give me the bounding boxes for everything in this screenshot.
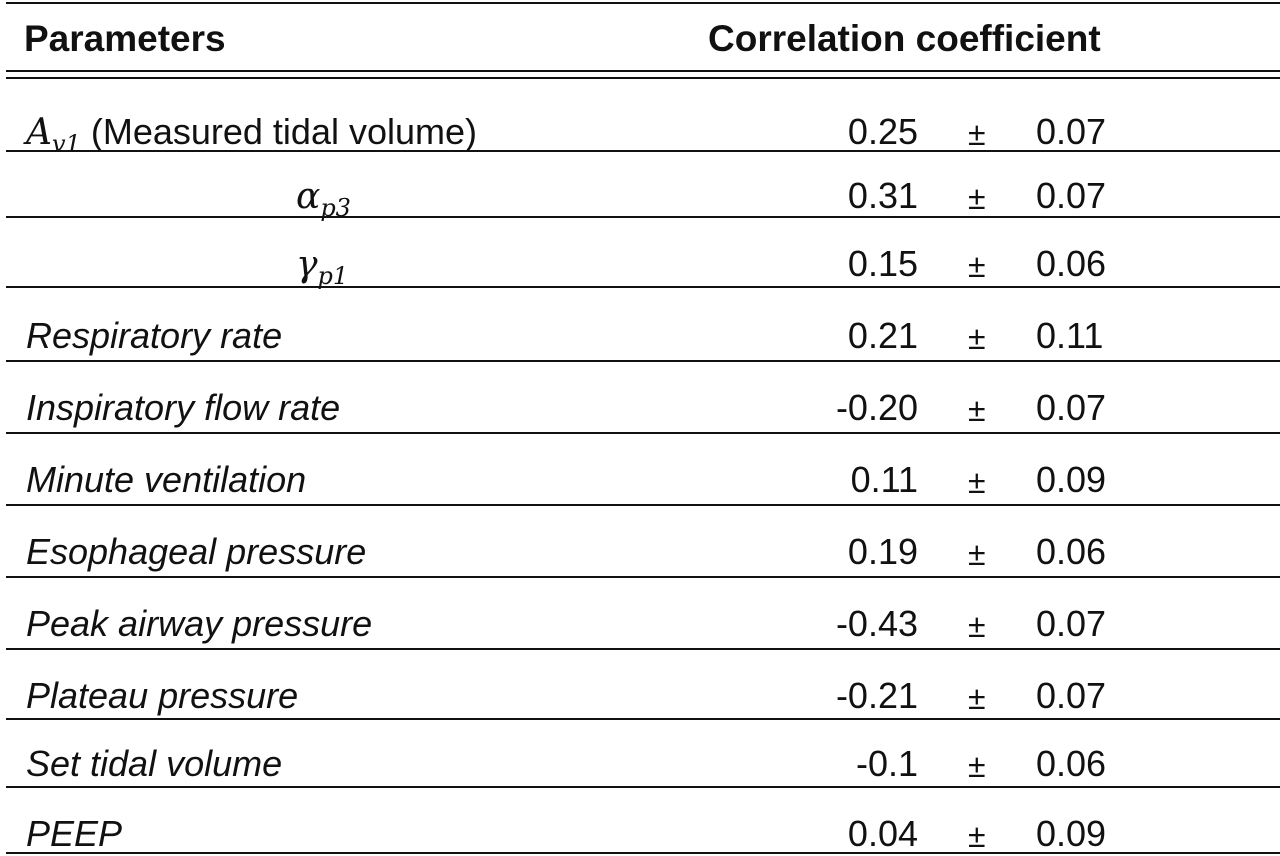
row-value: 0.31 (847, 175, 918, 216)
parameter-symbol: Av1 (26, 112, 81, 157)
header-correlation: Correlation coefficient (708, 18, 1101, 59)
row-parameter: Respiratory rate (26, 315, 283, 356)
row-value: 0.11 (850, 459, 918, 500)
row-rule (6, 432, 1280, 434)
symbol-main: α (296, 176, 321, 217)
row-rule (6, 286, 1280, 288)
row-parameter: Plateau pressure (26, 675, 299, 716)
plus-minus: ± (968, 464, 986, 500)
plus-minus: ± (968, 680, 986, 716)
row-error: 0.06 (1036, 531, 1107, 572)
row-value: -0.43 (835, 603, 918, 644)
row-rule (6, 576, 1280, 578)
row-parameter: Esophageal pressure (26, 531, 367, 572)
row-parameter: αp3 (296, 176, 351, 221)
row-rule (6, 852, 1280, 854)
row-value: -0.1 (855, 743, 918, 784)
row-value: -0.20 (835, 387, 918, 428)
table-header: Parameters Correlation coefficient (6, 4, 1280, 70)
row-error: 0.07 (1036, 603, 1107, 644)
row-error: 0.06 (1036, 243, 1107, 284)
row-error: 0.07 (1036, 675, 1107, 716)
row-error: 0.07 (1036, 175, 1107, 216)
top-rule (6, 2, 1280, 4)
plus-minus: ± (968, 392, 986, 428)
row-parameter: Peak airway pressure (26, 603, 373, 644)
parameter-symbol: αp3 (296, 176, 351, 221)
row-value: 0.21 (847, 315, 918, 356)
row-error: 0.07 (1036, 387, 1107, 428)
row-parameter: γp1 (296, 244, 348, 289)
row-rule (6, 150, 1280, 152)
row-error: 0.11 (1036, 315, 1104, 356)
plus-minus: ± (968, 748, 986, 784)
row-error: 0.06 (1036, 743, 1107, 784)
row-error: 0.07 (1036, 111, 1107, 152)
plus-minus: ± (968, 320, 986, 356)
symbol-main: γ (296, 244, 318, 285)
row-rule (6, 360, 1280, 362)
symbol-subscript: p1 (317, 262, 349, 290)
row-error: 0.09 (1036, 813, 1107, 854)
correlation-table: Parameters Correlation coefficient Av1 (… (6, 0, 1280, 856)
header-double-rule (6, 70, 1280, 79)
row-parameter: PEEP (26, 813, 123, 854)
row-parameter: Minute ventilation (26, 459, 307, 500)
row-value: 0.15 (847, 243, 918, 284)
row-rule (6, 718, 1280, 720)
row-rule (6, 648, 1280, 650)
plus-minus: ± (968, 608, 986, 644)
parameter-symbol: γp1 (296, 244, 348, 289)
row-rule (6, 216, 1280, 218)
plus-minus: ± (968, 818, 986, 854)
row-parameter: Av1 (Measured tidal volume) (26, 111, 477, 157)
symbol-main: A (26, 112, 52, 153)
row-parameter: Inspiratory flow rate (26, 387, 341, 428)
row-value: -0.21 (835, 675, 918, 716)
row-value: 0.04 (847, 813, 918, 854)
plus-minus: ± (968, 248, 986, 284)
plus-minus: ± (968, 116, 986, 152)
plus-minus: ± (968, 536, 986, 572)
header-parameters: Parameters (24, 18, 226, 59)
plus-minus: ± (968, 180, 986, 216)
row-rule (6, 504, 1280, 506)
row-value: 0.25 (847, 111, 918, 152)
parameter-label: (Measured tidal volume) (90, 111, 477, 152)
symbol-subscript: v1 (52, 130, 81, 158)
row-parameter: Set tidal volume (26, 743, 283, 784)
row-error: 0.09 (1036, 459, 1107, 500)
row-rule (6, 786, 1280, 788)
row-value: 0.19 (847, 531, 918, 572)
